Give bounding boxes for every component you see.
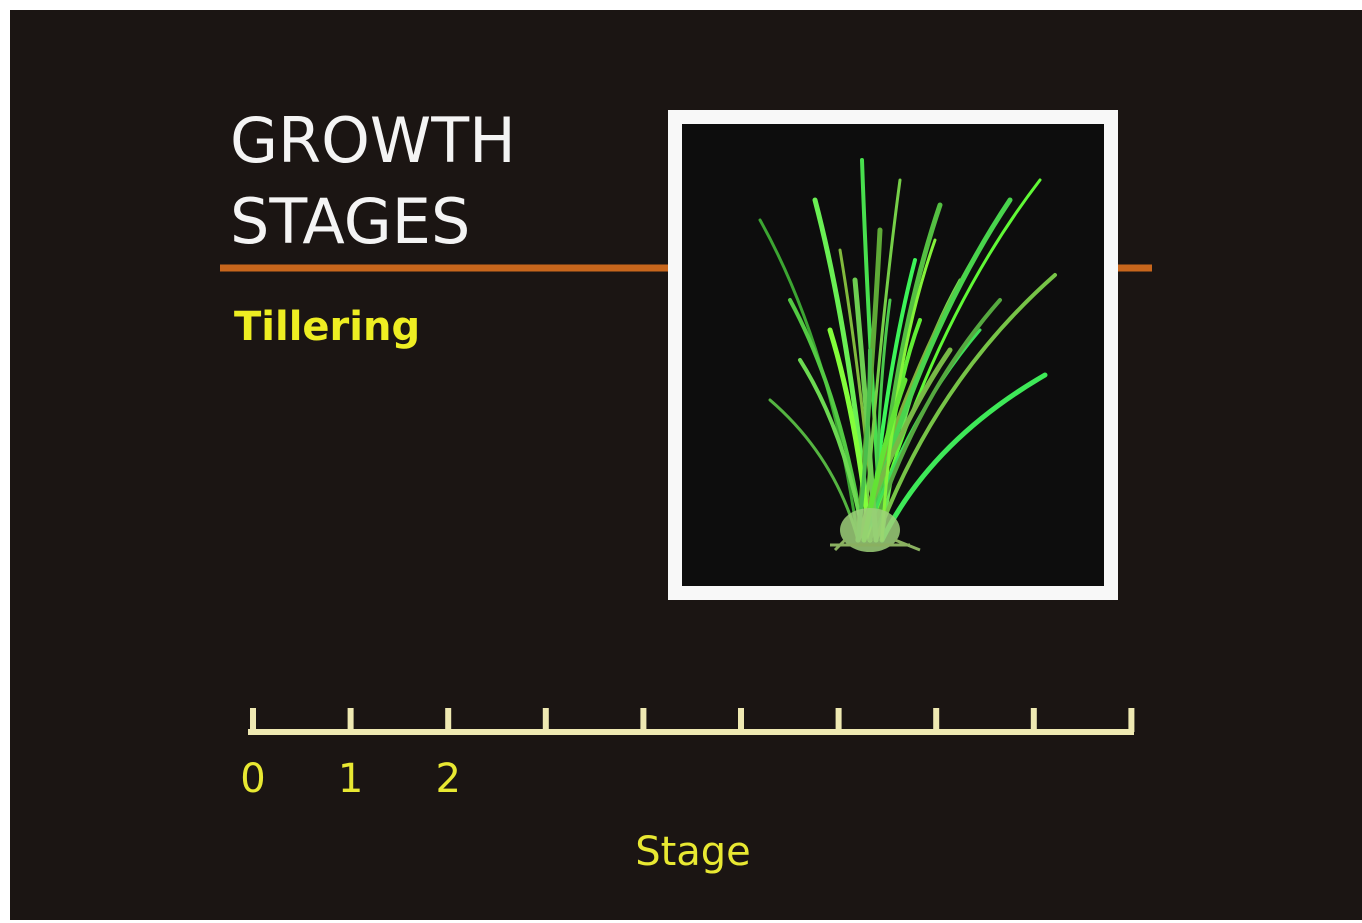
subtitle: Tillering [234,304,420,350]
scale-tick-label: 1 [338,756,363,802]
scale-label: Stage [635,829,751,875]
title-line: GROWTH [230,104,516,177]
scale-tick-label: 2 [435,756,460,802]
page: GROWTH STAGES Tillering Stage 012 (() =>… [0,0,1362,923]
scale-tick-label: 0 [240,756,265,802]
slide: GROWTH STAGES Tillering Stage 0 1 2 [0,0,1362,923]
title-line: STAGES [230,185,470,258]
